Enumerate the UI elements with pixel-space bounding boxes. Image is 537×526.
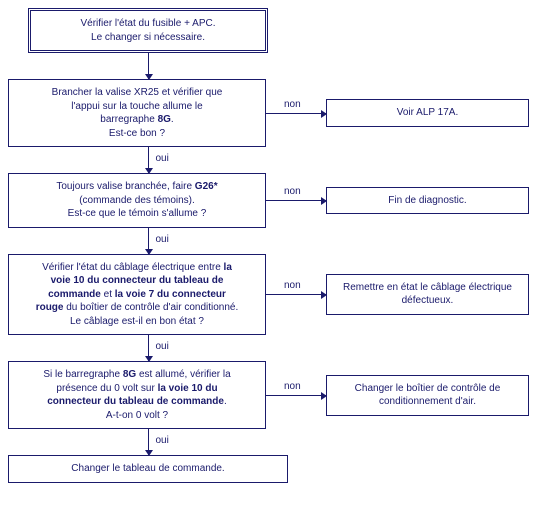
no-label-2: non <box>284 186 301 197</box>
step4-l2a: présence du 0 volt sur <box>56 383 157 394</box>
step3-l3c: la voie 7 du connecteur <box>115 289 226 300</box>
start-line2: Le changer si nécessaire. <box>91 32 205 43</box>
step2-right: Fin de diagnostic. <box>326 187 529 215</box>
step3-right-l1: Remettre en état le câblage électrique <box>343 282 512 293</box>
arrow-down-4 <box>148 335 149 361</box>
step2-right-text: Fin de diagnostic. <box>388 195 466 206</box>
connector-4: non <box>266 395 326 396</box>
arrow-down-2 <box>148 147 149 173</box>
step1-l1: Brancher la valise XR25 et vérifier que <box>52 87 223 98</box>
step4-l4: A-t-on 0 volt ? <box>106 410 168 421</box>
step3-l3a: commande <box>48 289 101 300</box>
step4-right: Changer le boîtier de contrôle de condit… <box>326 375 529 416</box>
step1-l3c: . <box>171 114 174 125</box>
step2-l1b: G26* <box>195 181 218 192</box>
final-text: Changer le tableau de commande. <box>71 463 224 474</box>
step4-box: Si le barregraphe 8G est allumé, vérifie… <box>8 361 266 429</box>
step4-l1c: est allumé, vérifier la <box>136 369 230 380</box>
arrow-down-3 <box>148 228 149 254</box>
connector-3: non <box>266 294 326 295</box>
step4-right-l1: Changer le boîtier de contrôle de <box>355 383 501 394</box>
step3-right-l2: défectueux. <box>402 295 454 306</box>
step3-l3b: et <box>101 289 115 300</box>
step2-box: Toujours valise branchée, faire G26* (co… <box>8 173 266 228</box>
start-line1: Vérifier l'état du fusible + APC. <box>80 18 215 29</box>
start-box: Vérifier l'état du fusible + APC. Le cha… <box>28 8 268 53</box>
step3-box: Vérifier l'état du câblage électrique en… <box>8 254 266 336</box>
step2-l3: Est-ce que le témoin s'allume ? <box>68 208 207 219</box>
step3-l4b: du boîtier de contrôle d'air conditionné… <box>63 302 238 313</box>
step3-l1b: la <box>224 262 232 273</box>
step4-l3: connecteur du tableau de commande <box>47 396 224 407</box>
no-label-1: non <box>284 99 301 110</box>
connector-2: non <box>266 200 326 201</box>
step1-l3b: 8G <box>158 114 171 125</box>
step1-l2: l'appui sur la touche allume le <box>71 101 202 112</box>
step2-l2: (commande des témoins). <box>79 195 195 206</box>
arrow-down-5 <box>148 429 149 455</box>
step4-l1b: 8G <box>123 369 136 380</box>
step3-l1a: Vérifier l'état du câblage électrique en… <box>42 262 223 273</box>
step1-box: Brancher la valise XR25 et vérifier que … <box>8 79 266 147</box>
step4-l1a: Si le barregraphe <box>43 369 123 380</box>
step4-l3c: . <box>224 396 227 407</box>
step4-right-l2: conditionnement d'air. <box>379 396 476 407</box>
step4-l2b: la voie 10 du <box>158 383 218 394</box>
connector-1: non <box>266 113 326 114</box>
no-label-3: non <box>284 280 301 291</box>
no-label-4: non <box>284 381 301 392</box>
arrow-down-1 <box>148 53 149 79</box>
step3-right: Remettre en état le câblage électrique d… <box>326 274 529 315</box>
step1-l4: Est-ce bon ? <box>109 128 165 139</box>
step3-l5: Le câblage est-il en bon état ? <box>70 316 204 327</box>
final-box: Changer le tableau de commande. <box>8 455 288 483</box>
step1-l3a: barregraphe <box>100 114 157 125</box>
step2-l1a: Toujours valise branchée, faire <box>56 181 194 192</box>
step1-right-text: Voir ALP 17A. <box>397 107 459 118</box>
step3-l4a: rouge <box>36 302 64 313</box>
step3-l2: voie 10 du connecteur du tableau de <box>51 275 224 286</box>
step1-right: Voir ALP 17A. <box>326 99 529 127</box>
